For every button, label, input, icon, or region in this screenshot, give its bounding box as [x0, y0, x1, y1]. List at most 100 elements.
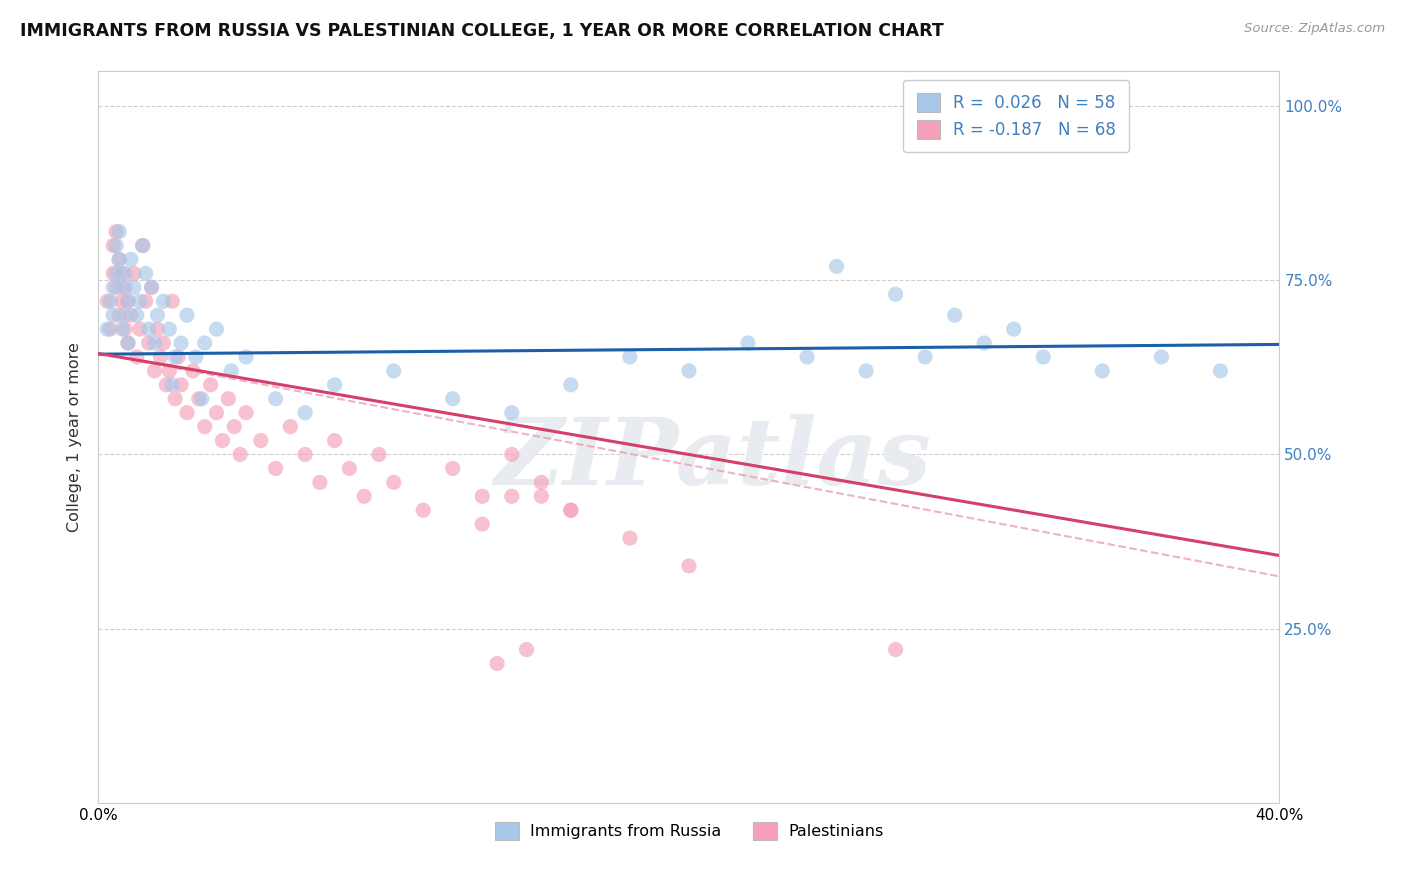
Point	[229, 448, 252, 462]
Point	[205, 406, 228, 420]
Point	[170, 336, 193, 351]
Point	[103, 308, 125, 322]
Point	[825, 260, 848, 274]
Point	[943, 308, 966, 322]
Point	[884, 287, 907, 301]
Point	[138, 336, 160, 351]
Point	[96, 294, 118, 309]
Point	[294, 448, 316, 462]
Point	[117, 294, 139, 309]
Point	[111, 266, 134, 280]
Point	[501, 448, 523, 462]
Point	[1209, 364, 1232, 378]
Point	[146, 322, 169, 336]
Point	[103, 238, 125, 252]
Point	[108, 252, 131, 267]
Point	[678, 364, 700, 378]
Point	[132, 238, 155, 252]
Point	[309, 475, 332, 490]
Point	[280, 419, 302, 434]
Point	[143, 336, 166, 351]
Point	[187, 392, 209, 406]
Point	[441, 392, 464, 406]
Point	[235, 350, 257, 364]
Point	[200, 377, 222, 392]
Point	[122, 280, 145, 294]
Point	[368, 448, 391, 462]
Point	[516, 642, 538, 657]
Point	[221, 364, 243, 378]
Point	[560, 503, 582, 517]
Point	[560, 377, 582, 392]
Point	[973, 336, 995, 351]
Text: ZIPatlas: ZIPatlas	[494, 414, 931, 504]
Point	[250, 434, 273, 448]
Point	[184, 350, 207, 364]
Point	[128, 294, 150, 309]
Point	[412, 503, 434, 517]
Point	[501, 406, 523, 420]
Point	[143, 364, 166, 378]
Point	[619, 531, 641, 545]
Point	[125, 308, 148, 322]
Point	[224, 419, 246, 434]
Point	[167, 350, 190, 364]
Point	[235, 406, 257, 420]
Point	[619, 350, 641, 364]
Point	[1150, 350, 1173, 364]
Point	[114, 308, 136, 322]
Point	[141, 280, 163, 294]
Point	[382, 475, 405, 490]
Point	[264, 461, 287, 475]
Text: IMMIGRANTS FROM RUSSIA VS PALESTINIAN COLLEGE, 1 YEAR OR MORE CORRELATION CHART: IMMIGRANTS FROM RUSSIA VS PALESTINIAN CO…	[20, 22, 943, 40]
Point	[108, 308, 131, 322]
Point	[146, 308, 169, 322]
Point	[135, 266, 157, 280]
Point	[111, 294, 134, 309]
Point	[162, 377, 183, 392]
Point	[530, 489, 553, 503]
Point	[501, 489, 523, 503]
Point	[165, 350, 187, 364]
Point	[149, 350, 172, 364]
Point	[114, 266, 136, 280]
Point	[105, 266, 128, 280]
Point	[560, 503, 582, 517]
Point	[170, 377, 193, 392]
Point	[157, 322, 180, 336]
Point	[138, 322, 160, 336]
Point	[128, 322, 150, 336]
Point	[141, 280, 163, 294]
Point	[323, 377, 346, 392]
Point	[678, 558, 700, 573]
Point	[96, 322, 118, 336]
Point	[105, 280, 128, 294]
Point	[114, 322, 136, 336]
Point	[884, 642, 907, 657]
Point	[486, 657, 509, 671]
Point	[211, 434, 233, 448]
Point	[122, 266, 145, 280]
Point	[353, 489, 375, 503]
Point	[117, 336, 139, 351]
Point	[105, 225, 128, 239]
Point	[294, 406, 316, 420]
Point	[181, 364, 204, 378]
Point	[176, 406, 198, 420]
Point	[471, 517, 494, 532]
Point	[471, 489, 494, 503]
Point	[103, 280, 125, 294]
Point	[1091, 364, 1114, 378]
Point	[217, 392, 239, 406]
Point	[111, 322, 134, 336]
Point	[120, 252, 142, 267]
Point	[339, 461, 361, 475]
Point	[105, 238, 128, 252]
Point	[176, 308, 198, 322]
Point	[194, 336, 217, 351]
Point	[914, 350, 936, 364]
Point	[120, 308, 142, 322]
Legend: Immigrants from Russia, Palestinians: Immigrants from Russia, Palestinians	[488, 816, 890, 846]
Point	[135, 294, 157, 309]
Point	[737, 336, 759, 351]
